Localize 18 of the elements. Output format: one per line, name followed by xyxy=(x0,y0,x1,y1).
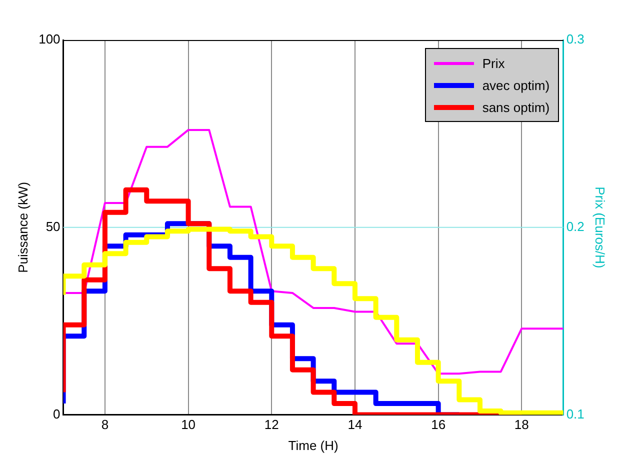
y2-tick-label: 0.1 xyxy=(566,406,584,422)
y-tick-label: 0 xyxy=(53,406,60,422)
y-tick-label: 100 xyxy=(38,32,60,47)
legend-label: avec optim) xyxy=(482,78,550,92)
y2-tick-label: 0.3 xyxy=(566,32,584,47)
x-axis-title: Time (H) xyxy=(288,438,338,453)
x-tick-label: 18 xyxy=(514,417,529,432)
x-tick-label: 16 xyxy=(431,417,446,432)
y-tick-label: 50 xyxy=(46,218,60,234)
y2-axis-title: Prix (Euros/H) xyxy=(592,186,608,268)
x-tick-label: 8 xyxy=(101,417,109,432)
x-tick-label: 10 xyxy=(181,417,196,432)
y2-tick-label: 0.2 xyxy=(566,218,584,234)
x-tick-label: 14 xyxy=(348,417,362,432)
legend-label: Prix xyxy=(482,56,505,70)
y-axis-title: Puissance (kW) xyxy=(15,182,30,273)
x-tick-label: 12 xyxy=(264,417,279,432)
legend-label: sans optim) xyxy=(482,100,550,114)
